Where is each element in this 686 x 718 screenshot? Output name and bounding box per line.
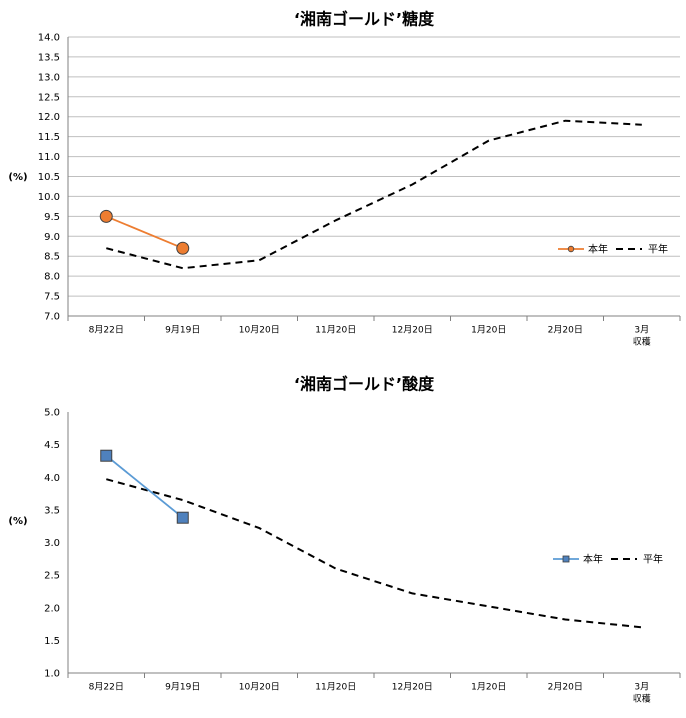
series-line-this-year — [105, 455, 184, 519]
legend: 本年 平年 — [553, 553, 663, 566]
series-line-normal-year — [106, 119, 642, 270]
x-tick-label: 収穫 — [633, 336, 651, 348]
x-tick-label: 10月20日 — [239, 682, 280, 693]
y-tick-label: 13.5 — [38, 52, 60, 63]
legend-label-normal-year: 平年 — [643, 553, 663, 566]
y-tick-label: 11.5 — [38, 132, 60, 143]
y-tick-label: 10.0 — [38, 192, 60, 203]
data-point-this-year — [176, 241, 190, 255]
y-tick-label: 4.5 — [44, 440, 60, 451]
legend-marker-this-year — [567, 245, 575, 253]
y-tick-label: 9.5 — [44, 212, 60, 223]
x-tick-label: 8月22日 — [89, 682, 124, 693]
x-tick-label: 12月20日 — [392, 325, 433, 336]
series-line-this-year — [105, 215, 184, 250]
chart-2: ‘湘南ゴールド’酸度 1.0 1.5 2.0 2.5 3.0 3.5 4.0 4.5 5.0 8月2… — [8, 375, 681, 705]
y-tick-label: 8.0 — [44, 272, 60, 283]
y-tick-label: 1.5 — [44, 636, 60, 647]
chart-title: ‘湘南ゴールド’糖度 — [294, 10, 435, 29]
x-tick-label: 9月19日 — [165, 325, 200, 336]
legend-label-this-year: 本年 — [583, 553, 603, 566]
y-tick-label: 12.5 — [38, 92, 60, 103]
chart-1: ‘湘南ゴールド’糖度 7.0 7.5 8.0 8.5 9.0 9.5 10.0 10.5 11.0… — [8, 10, 681, 348]
legend-label-this-year: 本年 — [588, 243, 608, 256]
y-tick-label: 10.5 — [38, 172, 60, 183]
x-tick-label: 11月20日 — [315, 325, 356, 336]
x-tick-label: 10月20日 — [239, 325, 280, 336]
y-axis-label: (%) — [8, 172, 27, 183]
x-tick-label: 3月 — [634, 325, 649, 336]
x-tick-label: 1月20日 — [471, 682, 506, 693]
x-tick-label: 9月19日 — [165, 682, 200, 693]
y-tick-label: 2.5 — [44, 571, 60, 582]
chart-title: ‘湘南ゴールド’酸度 — [294, 375, 435, 394]
x-tick-label: 1月20日 — [471, 325, 506, 336]
legend-label-normal-year: 平年 — [648, 243, 668, 256]
y-tick-label: 9.0 — [44, 232, 60, 243]
legend-marker-this-year — [562, 555, 570, 563]
legend: 本年 平年 — [558, 243, 668, 256]
x-tick-label: 収穫 — [633, 693, 651, 705]
y-tick-label: 13.0 — [38, 72, 60, 83]
y-tick-label: 3.0 — [44, 538, 60, 549]
x-tick-label: 2月20日 — [548, 682, 583, 693]
x-tick-label: 11月20日 — [315, 682, 356, 693]
x-tick-label: 2月20日 — [548, 325, 583, 336]
y-tick-label: 1.0 — [44, 669, 60, 680]
y-axis-label: (%) — [8, 516, 27, 527]
y-tick-label: 5.0 — [44, 408, 60, 419]
x-tick-label: 12月20日 — [392, 682, 433, 693]
y-tick-label: 7.5 — [44, 292, 60, 303]
series-line-normal-year — [106, 478, 642, 629]
y-tick-label: 2.0 — [44, 603, 60, 614]
data-point-this-year — [176, 511, 189, 524]
y-tick-label: 7.0 — [44, 312, 60, 323]
y-tick-label: 4.0 — [44, 473, 60, 484]
y-tick-label: 12.0 — [38, 112, 60, 123]
x-tick-label: 8月22日 — [89, 325, 124, 336]
y-tick-label: 11.0 — [38, 152, 60, 163]
data-point-this-year — [99, 209, 113, 223]
y-tick-label: 3.5 — [44, 505, 60, 516]
x-tick-label: 3月 — [634, 682, 649, 693]
data-point-this-year — [100, 449, 113, 462]
y-tick-label: 14.0 — [38, 33, 60, 44]
y-tick-label: 8.5 — [44, 252, 60, 263]
